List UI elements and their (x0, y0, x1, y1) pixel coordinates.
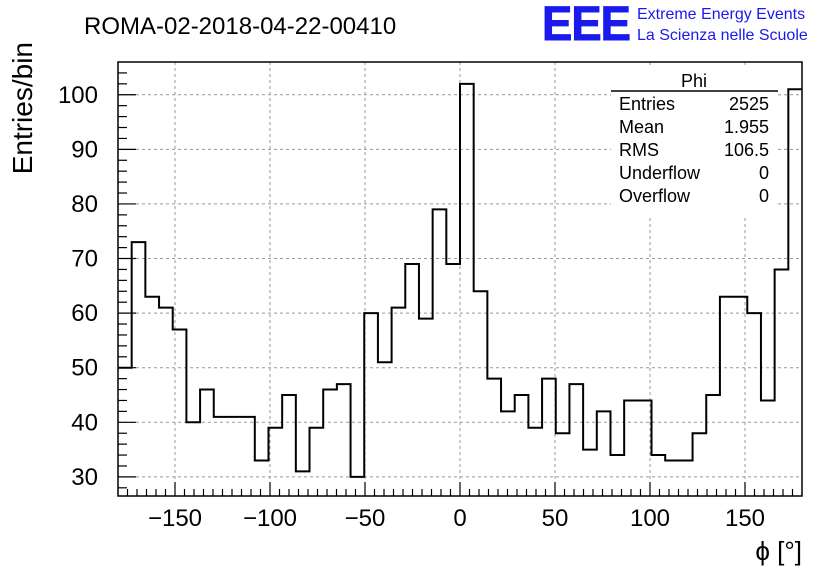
x-tick-label: −100 (243, 505, 297, 532)
logo-eee-mark: EEE (542, 0, 630, 51)
stats-row-label: Underflow (619, 163, 701, 183)
x-axis-label: ϕ [°] (755, 536, 802, 566)
x-tick-label: 0 (453, 505, 466, 532)
eee-logo: EEE Extreme Energy Events La Scienza nel… (542, 0, 808, 52)
axis-ticks (118, 72, 794, 496)
y-tick-label: 90 (71, 136, 98, 163)
y-axis-label: Entries/bin (7, 42, 38, 174)
stats-row-value: 2525 (729, 94, 769, 114)
stats-row-value: 106.5 (724, 140, 769, 160)
stats-rows: Entries 2525 Mean 1.955 RMS 106.5 Underflow 0 Ov… (619, 94, 769, 206)
y-tick-label: 60 (71, 300, 98, 327)
y-tick-label: 100 (58, 82, 98, 109)
x-tick-labels: −150 −100 −50 0 50 100 150 (148, 505, 765, 532)
x-tick-label: 100 (630, 505, 670, 532)
x-tick-label: 150 (725, 505, 765, 532)
y-tick-label: 80 (71, 191, 98, 218)
x-tick-label: 50 (542, 505, 569, 532)
x-tick-label: −150 (148, 505, 202, 532)
stats-box: Phi Entries 2525 Mean 1.955 RMS 106.5 Underflo… (611, 67, 778, 215)
y-tick-label: 70 (71, 246, 98, 273)
y-tick-label: 50 (71, 355, 98, 382)
stats-row-value: 0 (759, 163, 769, 183)
stats-row-label: Entries (619, 94, 675, 114)
y-tick-label: 40 (71, 409, 98, 436)
chart-title: ROMA-02-2018-04-22-00410 (84, 13, 396, 40)
stats-row-label: Overflow (619, 186, 691, 206)
logo-line-2: La Scienza nelle Scuole (637, 27, 808, 44)
y-tick-label: 30 (71, 464, 98, 491)
x-tick-label: −50 (345, 505, 386, 532)
histogram-line (118, 82, 802, 478)
stats-row-value: 0 (759, 186, 769, 206)
stats-row-value: 1.955 (724, 117, 769, 137)
stats-box-title: Phi (681, 71, 707, 91)
stats-row-label: Mean (619, 117, 664, 137)
logo-line-1: Extreme Energy Events (637, 6, 805, 23)
y-tick-labels: 30 40 50 60 70 80 90 100 (58, 82, 98, 491)
stats-row-label: RMS (619, 140, 659, 160)
